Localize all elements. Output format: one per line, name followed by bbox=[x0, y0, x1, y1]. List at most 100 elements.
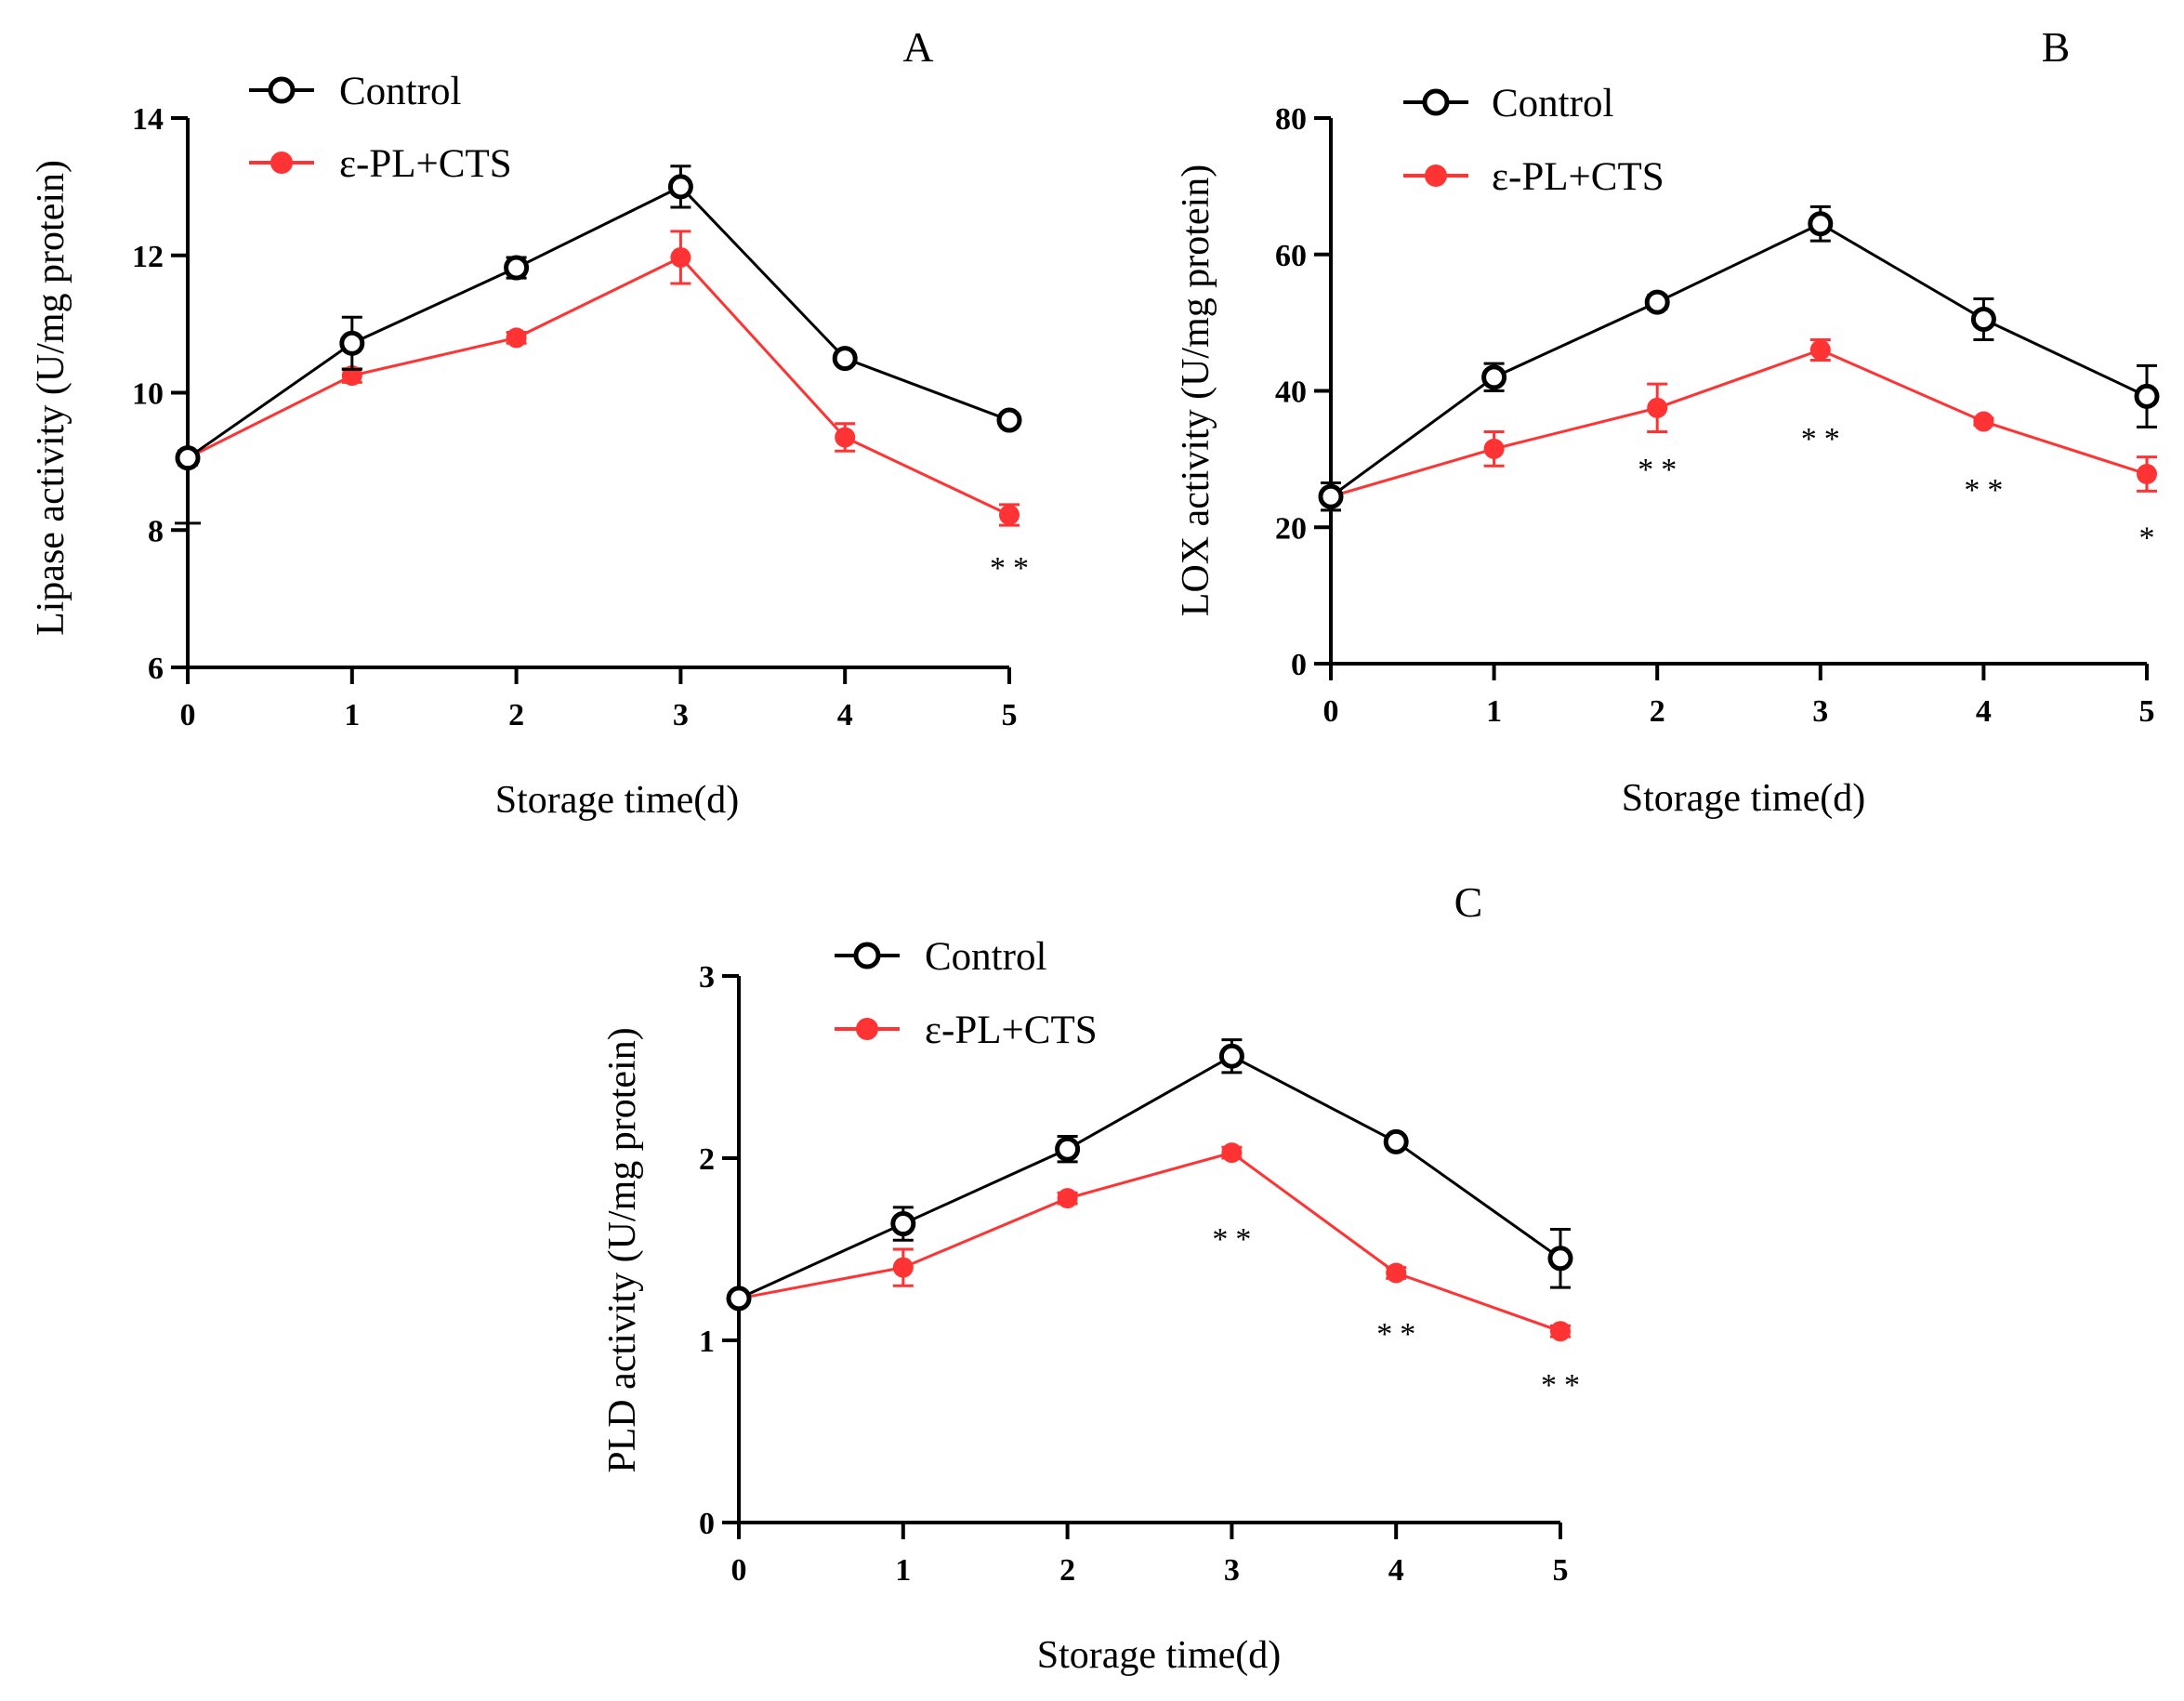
x-tick-label-c-4: 4 bbox=[1388, 1553, 1404, 1588]
data-point-control-c-1 bbox=[890, 1211, 916, 1237]
x-tick-label-a-0: 0 bbox=[180, 698, 196, 732]
plot-area-c: 0 1 2 3 0 1 2 3 4 5 ** ** ** bbox=[699, 960, 1587, 1588]
x-tick-label-a-3: 3 bbox=[673, 698, 689, 732]
data-point-treated-a-2 bbox=[506, 327, 527, 349]
chart-panel-a: A Storage time(d) Lipase activity (U/mg … bbox=[30, 23, 1036, 822]
data-point-control-b-4 bbox=[1970, 306, 1996, 332]
series-line-treated-c bbox=[738, 1151, 1561, 1333]
data-point-control-c-5 bbox=[1547, 1246, 1573, 1272]
y-axis-title-b: LOX activity (U/mg protein) bbox=[1175, 165, 1217, 616]
data-point-control-a-2 bbox=[504, 255, 530, 281]
series-line-control-a bbox=[187, 185, 1010, 459]
data-point-control-c-4 bbox=[1383, 1128, 1409, 1154]
x-axis-title-a: Storage time(d) bbox=[495, 779, 739, 822]
panel-label-c: C bbox=[1454, 878, 1483, 926]
data-point-treated-c-3 bbox=[1221, 1142, 1243, 1164]
y-tick-label-a-4: 14 bbox=[132, 102, 164, 137]
data-point-treated-b-3 bbox=[1809, 339, 1831, 361]
y-axis-title-c: PLD activity (U/mg protein) bbox=[601, 1027, 644, 1472]
data-point-control-b-0 bbox=[1318, 483, 1344, 509]
data-point-control-b-5 bbox=[2134, 383, 2160, 409]
significance-marker-b-2: ** bbox=[1964, 473, 2010, 508]
data-point-control-b-2 bbox=[1644, 289, 1670, 315]
series-line-treated-a bbox=[187, 256, 1010, 517]
x-tick-label-b-5: 5 bbox=[2139, 694, 2155, 729]
legend-marker-control-c bbox=[853, 942, 881, 969]
significance-marker-c-2: ** bbox=[1541, 1368, 1587, 1403]
y-axis-title-a: Lipase activity (U/mg protein) bbox=[30, 160, 72, 636]
y-tick-label-b-2: 40 bbox=[1275, 376, 1307, 410]
data-point-treated-b-1 bbox=[1483, 438, 1505, 459]
legend-marker-control-b bbox=[1422, 88, 1450, 116]
legend-a: Control ε-PL+CTS bbox=[249, 70, 512, 186]
data-point-treated-b-4 bbox=[1973, 411, 1994, 432]
y-tick-label-c-2: 2 bbox=[699, 1142, 715, 1177]
legend-label-control-c: Control bbox=[925, 935, 1046, 979]
x-tick-label-c-0: 0 bbox=[731, 1553, 747, 1588]
x-tick-label-c-2: 2 bbox=[1059, 1553, 1075, 1588]
legend-label-treated-b: ε-PL+CTS bbox=[1492, 155, 1664, 199]
y-tick-label-c-1: 1 bbox=[699, 1325, 715, 1359]
legend-marker-treated-b bbox=[1425, 165, 1447, 187]
panel-label-b: B bbox=[2042, 23, 2071, 71]
data-point-treated-c-4 bbox=[1386, 1262, 1407, 1284]
series-line-control-c bbox=[738, 1054, 1561, 1300]
data-point-control-a-1 bbox=[339, 330, 365, 356]
y-tick-label-b-1: 20 bbox=[1275, 511, 1307, 546]
data-point-treated-c-5 bbox=[1550, 1321, 1571, 1342]
data-point-treated-b-2 bbox=[1647, 397, 1668, 418]
data-point-control-a-5 bbox=[996, 407, 1022, 433]
legend-marker-treated-c bbox=[856, 1018, 878, 1040]
significance-marker-c-0: ** bbox=[1212, 1222, 1258, 1257]
y-tick-label-b-3: 60 bbox=[1275, 239, 1307, 273]
series-line-control-b bbox=[1330, 222, 2148, 498]
data-point-control-b-1 bbox=[1481, 364, 1507, 390]
y-tick-label-a-3: 12 bbox=[132, 240, 164, 274]
data-point-treated-c-1 bbox=[892, 1257, 914, 1278]
x-tick-label-b-1: 1 bbox=[1486, 694, 1502, 729]
data-point-control-a-4 bbox=[832, 346, 858, 372]
significance-marker-b-0: ** bbox=[1638, 453, 1684, 487]
data-point-control-a-0 bbox=[175, 445, 201, 471]
x-tick-label-b-2: 2 bbox=[1650, 694, 1665, 729]
y-tick-label-b-0: 0 bbox=[1291, 648, 1307, 682]
data-point-control-b-3 bbox=[1808, 211, 1834, 237]
x-tick-label-b-4: 4 bbox=[1976, 694, 1992, 729]
significance-marker-c-1: ** bbox=[1376, 1317, 1423, 1352]
significance-marker-a-0: ** bbox=[990, 551, 1036, 586]
legend-label-control-b: Control bbox=[1492, 82, 1613, 125]
data-point-treated-c-2 bbox=[1057, 1188, 1078, 1209]
x-axis-title-b: Storage time(d) bbox=[1622, 777, 1865, 820]
x-tick-label-a-1: 1 bbox=[344, 698, 360, 732]
data-point-treated-a-4 bbox=[835, 427, 856, 448]
data-point-control-c-2 bbox=[1055, 1136, 1081, 1162]
y-tick-label-b-4: 80 bbox=[1275, 102, 1307, 137]
significance-marker-b-3: * bbox=[2139, 521, 2163, 555]
x-tick-label-c-3: 3 bbox=[1224, 1553, 1240, 1588]
y-tick-label-a-0: 6 bbox=[148, 652, 164, 686]
panel-label-a: A bbox=[902, 23, 933, 71]
data-point-treated-a-3 bbox=[670, 246, 691, 268]
significance-marker-b-1: ** bbox=[1801, 422, 1848, 456]
x-tick-label-a-2: 2 bbox=[508, 698, 524, 732]
y-tick-label-c-0: 0 bbox=[699, 1507, 715, 1541]
data-point-treated-b-5 bbox=[2137, 464, 2157, 485]
legend-label-treated-a: ε-PL+CTS bbox=[339, 142, 512, 186]
data-point-control-a-3 bbox=[667, 174, 693, 200]
chart-panel-b: B Storage time(d) LOX activity (U/mg pro… bbox=[1175, 23, 2163, 820]
y-tick-label-c-3: 3 bbox=[699, 960, 715, 995]
data-point-control-c-3 bbox=[1218, 1043, 1244, 1069]
x-tick-label-c-1: 1 bbox=[895, 1553, 911, 1588]
data-point-treated-a-5 bbox=[999, 504, 1020, 525]
x-tick-label-c-5: 5 bbox=[1553, 1553, 1569, 1588]
chart-panel-c: C Storage time(d) PLD activity (U/mg pro… bbox=[601, 878, 1587, 1677]
legend-label-control-a: Control bbox=[339, 70, 461, 113]
legend-marker-treated-a bbox=[270, 152, 293, 174]
x-axis-title-c: Storage time(d) bbox=[1037, 1634, 1281, 1677]
y-tick-label-a-2: 10 bbox=[132, 377, 164, 412]
x-tick-label-b-3: 3 bbox=[1812, 694, 1828, 729]
series-line-treated-b bbox=[1330, 348, 2148, 498]
